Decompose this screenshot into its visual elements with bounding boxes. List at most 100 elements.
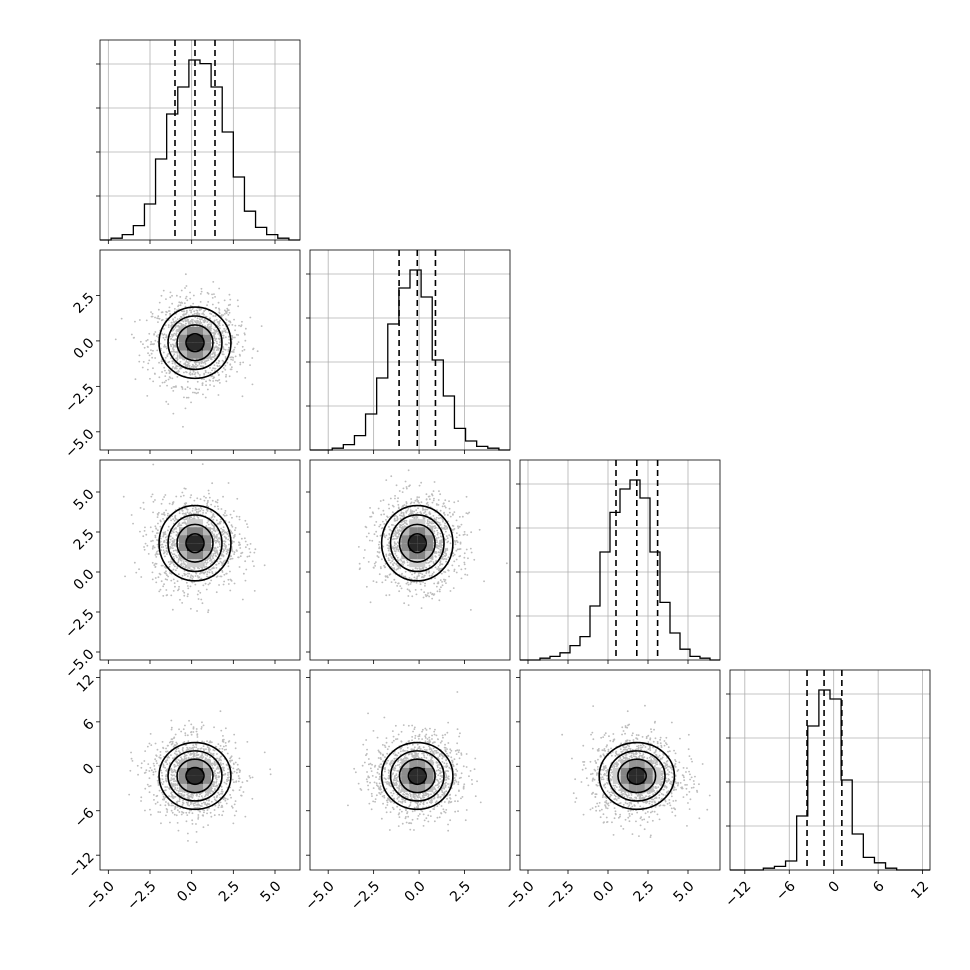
contour-level [185, 532, 205, 554]
density-cell [401, 767, 410, 776]
panel-frame [99, 669, 301, 871]
contour-level [176, 523, 214, 563]
density-cell [203, 334, 211, 343]
contour-level [598, 741, 676, 811]
x-tick-label: 2.5 [631, 878, 658, 905]
density-cell [187, 342, 195, 351]
x-tick-label: −2.5 [542, 878, 577, 913]
density-cell [187, 767, 195, 776]
density-cell [179, 551, 187, 560]
panel-frame [519, 669, 721, 871]
panel-frame [309, 669, 511, 871]
contour-level [380, 741, 454, 811]
histogram-step [310, 269, 510, 451]
density-cell [179, 342, 187, 351]
density-cell [187, 543, 195, 552]
contour-level [617, 758, 657, 794]
density-cell [203, 551, 211, 560]
x-tick-label: −5.0 [83, 878, 118, 913]
x-tick-label: 0 [826, 878, 844, 896]
density-cell [409, 559, 418, 568]
density-cell [401, 543, 410, 552]
density-cell [409, 767, 418, 776]
hist-panel-0 [96, 39, 301, 244]
x-tick-label: 12 [908, 878, 932, 902]
density-cell [179, 775, 187, 784]
contour-level [185, 333, 205, 353]
x-tick-label: 0.0 [402, 878, 429, 905]
density-cell [644, 767, 653, 776]
contour-level [167, 750, 223, 802]
x-tick-label: 0.0 [174, 878, 201, 905]
scatter-panel-1-0: 2.5 0.0 −2.5 −5.0 [62, 249, 301, 462]
y-tick-label: 6 [80, 716, 98, 734]
density-cell [195, 775, 203, 784]
density-cell [195, 519, 203, 528]
contour-level [380, 504, 454, 582]
density-cell [187, 783, 195, 792]
density-cell [187, 519, 195, 528]
scatter-panel-3-2: −5.0 −2.5 0.0 2.5 5.0 [502, 669, 721, 914]
density-cell [425, 543, 434, 552]
contour-level [158, 504, 232, 582]
x-tick-label: −2.5 [124, 878, 159, 913]
contour-level [176, 758, 214, 794]
density-cell [409, 519, 418, 528]
density-cell [187, 527, 195, 536]
density-cell [195, 783, 203, 792]
y-tick-label: −2.5 [62, 606, 97, 641]
density-cell [628, 775, 637, 784]
scatter-panel-2-1 [306, 459, 511, 664]
density-cell [401, 535, 410, 544]
y-tick-label: −6 [72, 805, 98, 831]
density-cell [187, 759, 195, 768]
density-cell [409, 783, 418, 792]
density-cell [409, 775, 418, 784]
y-tick-label: −12 [65, 850, 97, 882]
density-cell [628, 759, 637, 768]
x-tick-label: 5.0 [258, 878, 285, 905]
contour-level [176, 324, 214, 362]
density-cell [195, 342, 203, 351]
contour-level [626, 766, 648, 786]
x-tick-label: 0.0 [591, 878, 618, 905]
density-cell [187, 775, 195, 784]
density-cell [417, 559, 426, 568]
density-cell [195, 527, 203, 536]
y-tick-label: 5.0 [71, 486, 98, 513]
y-tick-label: 0 [80, 761, 98, 779]
density-cell [187, 535, 195, 544]
density-cell [612, 775, 621, 784]
density-cell [409, 527, 418, 536]
scatter-panel-2-0: 5.0 2.5 0.0 −2.5 −5.0 [62, 459, 301, 682]
contour-level [158, 741, 232, 811]
density-cell [628, 767, 637, 776]
histogram-step [520, 479, 720, 661]
x-tick-label: −6 [773, 878, 799, 904]
density-cell [195, 326, 203, 335]
density-cell [425, 535, 434, 544]
hist-panel-1 [306, 249, 511, 454]
density-cell [636, 767, 645, 776]
x-tick-label: −5.0 [502, 878, 537, 913]
density-cell [179, 543, 187, 552]
density-cell [203, 543, 211, 552]
y-tick-label: 0.0 [71, 566, 98, 593]
contour-level [167, 315, 223, 371]
histogram-step [100, 59, 300, 241]
density-cell [187, 334, 195, 343]
density-cell [195, 334, 203, 343]
y-tick-label: −5.0 [62, 646, 97, 681]
density-cell [425, 775, 434, 784]
density-cell [195, 767, 203, 776]
panel-frame [309, 459, 511, 661]
density-cell [425, 767, 434, 776]
density-cell [417, 527, 426, 536]
x-tick-label: −5.0 [302, 878, 337, 913]
density-cell [417, 783, 426, 792]
scatter-panel-3-1: −5.0 −2.5 0.0 2.5 [302, 669, 511, 914]
density-cell [203, 342, 211, 351]
density-cell [203, 775, 211, 784]
density-cell [187, 559, 195, 568]
density-cell [195, 559, 203, 568]
